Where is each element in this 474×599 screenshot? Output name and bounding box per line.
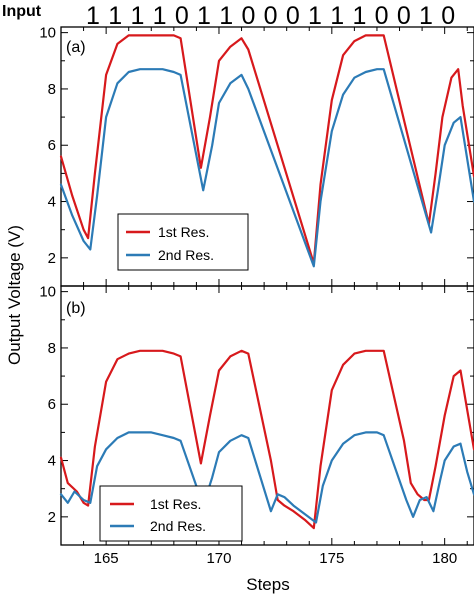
y-tick-label: 10	[39, 284, 56, 301]
y-tick-label: 4	[48, 194, 56, 211]
input-bit: 1	[219, 2, 233, 30]
series-line-a-1	[59, 34, 474, 265]
panel-b-series	[59, 349, 474, 530]
input-bit: 1	[419, 2, 433, 30]
legend-a-box	[117, 213, 249, 271]
input-bit: 1	[130, 2, 144, 30]
input-bit: 0	[441, 2, 455, 30]
input-bit: 0	[397, 2, 411, 30]
legend-b-box	[99, 485, 243, 542]
y-tick-label: 8	[48, 81, 56, 98]
legend-b-label-res2: 2nd Res.	[150, 518, 206, 534]
y-tick-label: 10	[39, 25, 56, 42]
input-bit: 1	[330, 2, 344, 30]
input-bit: 0	[241, 2, 255, 30]
input-bit: 1	[153, 2, 167, 30]
panel-b-frame	[60, 285, 474, 546]
input-bit: 1	[308, 2, 322, 30]
input-bit: 1	[352, 2, 366, 30]
y-tick-label: 4	[48, 453, 56, 470]
input-title: Input	[2, 3, 42, 20]
panel-b: 2 4 6 8 10 165 170 175 180 (b) 1st Res. 2nd Res.	[39, 284, 474, 567]
x-tick-label: 175	[319, 550, 344, 567]
x-tick-label: 180	[432, 550, 457, 567]
input-bit: 0	[375, 2, 389, 30]
panel-a-ticks: 2 4 6 8 10	[39, 25, 474, 287]
panel-b-ticks: 2 4 6 8 10 165 170 175 180	[39, 284, 474, 567]
panel-a: 2 4 6 8 10 (a) 1st Res. 2nd Res.	[39, 25, 474, 287]
x-tick-label: 170	[206, 550, 231, 567]
series-line-b-2	[59, 431, 474, 524]
y-tick-label: 6	[48, 137, 56, 154]
input-bit: 0	[175, 2, 189, 30]
input-bit: 1	[86, 2, 100, 30]
y-tick-label: 2	[48, 250, 56, 267]
panel-a-series	[59, 34, 474, 268]
y-axis-title: Output Voltage (V)	[5, 225, 24, 365]
legend-b-label-res1: 1st Res.	[150, 496, 201, 512]
legend-a-label-res2: 2nd Res.	[158, 247, 214, 263]
x-axis-title: Steps	[246, 575, 289, 594]
y-tick-label: 6	[48, 396, 56, 413]
input-bit: 1	[197, 2, 211, 30]
y-tick-label: 8	[48, 340, 56, 357]
input-bit: 1	[108, 2, 122, 30]
legend-b: 1st Res. 2nd Res.	[99, 485, 243, 542]
legend-a: 1st Res. 2nd Res.	[117, 213, 249, 271]
legend-a-label-res1: 1st Res.	[158, 224, 209, 240]
input-bit: 0	[286, 2, 300, 30]
x-tick-label: 165	[94, 550, 119, 567]
y-tick-label: 2	[48, 509, 56, 526]
panel-a-label: (a)	[66, 39, 86, 56]
input-bit: 0	[264, 2, 278, 30]
series-line-a-2	[59, 68, 474, 268]
panel-b-label: (b)	[66, 300, 86, 317]
